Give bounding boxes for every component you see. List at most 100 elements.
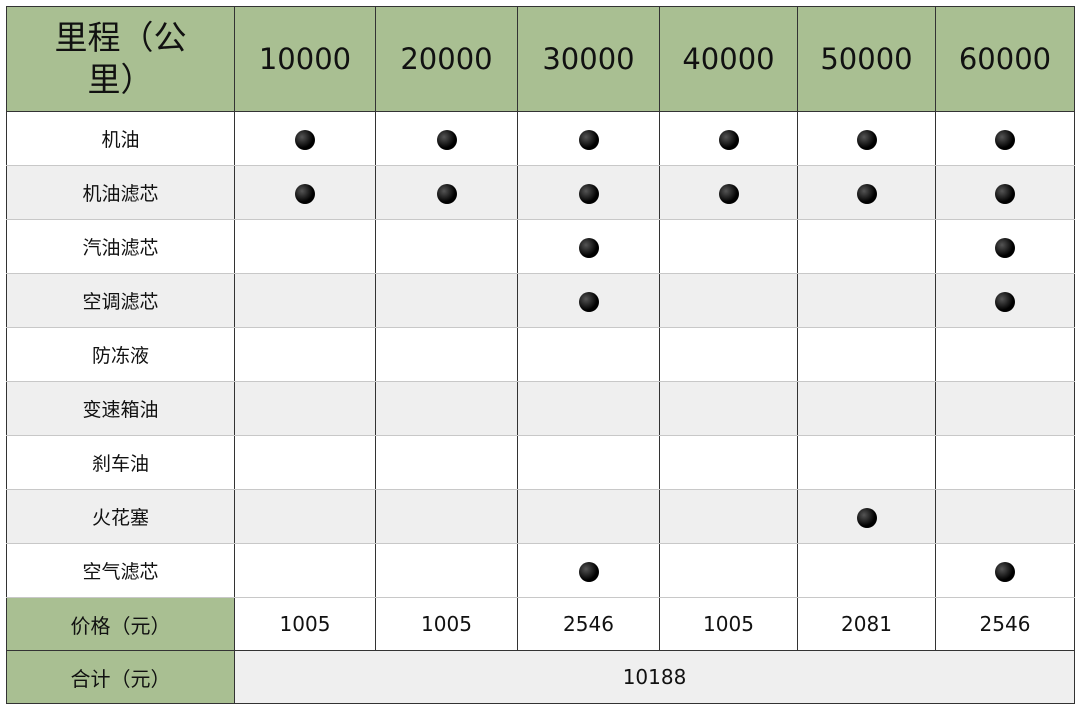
service-cell xyxy=(234,489,376,544)
total-value: 10188 xyxy=(234,650,1075,704)
item-row: 变速箱油 xyxy=(6,381,1075,436)
service-cell xyxy=(517,489,660,544)
service-dot xyxy=(995,238,1015,258)
service-cell xyxy=(517,381,660,436)
item-row: 机油滤芯 xyxy=(6,165,1075,220)
service-cell xyxy=(935,489,1075,544)
item-row: 刹车油 xyxy=(6,435,1075,490)
service-dot xyxy=(995,184,1015,204)
service-cell xyxy=(935,543,1075,598)
service-cell xyxy=(517,165,660,220)
service-cell xyxy=(234,327,376,382)
service-dot xyxy=(578,238,599,258)
service-cell xyxy=(375,165,518,220)
service-dot xyxy=(995,292,1015,312)
item-name: 机油滤芯 xyxy=(6,165,235,220)
service-cell xyxy=(234,381,376,436)
price-value: 1005 xyxy=(659,597,798,651)
service-cell xyxy=(659,111,798,166)
service-cell xyxy=(797,381,936,436)
service-dot xyxy=(856,184,877,204)
service-cell xyxy=(375,327,518,382)
service-dot xyxy=(578,292,599,312)
service-cell xyxy=(375,273,518,328)
service-cell xyxy=(797,543,936,598)
item-row: 防冻液 xyxy=(6,327,1075,382)
price-value: 2546 xyxy=(935,597,1075,651)
mileage: 10000 xyxy=(234,6,376,112)
header-row: 里程（公里） 10000 20000 30000 40000 50000 60000 xyxy=(6,6,1075,112)
service-cell xyxy=(659,543,798,598)
mileage: 30000 xyxy=(517,6,660,112)
service-dot xyxy=(995,562,1015,582)
service-cell xyxy=(375,381,518,436)
service-dot xyxy=(578,562,599,582)
item-name: 空气滤芯 xyxy=(6,543,235,598)
service-cell xyxy=(935,165,1075,220)
item-name: 机油 xyxy=(6,111,235,166)
service-cell xyxy=(797,219,936,274)
service-cell xyxy=(797,435,936,490)
service-cell xyxy=(935,273,1075,328)
service-cell xyxy=(797,489,936,544)
service-dot xyxy=(995,130,1015,150)
price-value: 2081 xyxy=(797,597,936,651)
service-cell xyxy=(375,435,518,490)
service-cell xyxy=(659,435,798,490)
service-cell xyxy=(935,381,1075,436)
service-cell xyxy=(517,219,660,274)
total-label: 合计（元） xyxy=(6,650,235,704)
service-cell xyxy=(375,219,518,274)
service-cell xyxy=(234,273,376,328)
service-dot xyxy=(436,130,457,150)
service-dot xyxy=(295,184,315,204)
service-dot xyxy=(718,130,739,150)
service-cell xyxy=(935,435,1075,490)
service-dot xyxy=(718,184,739,204)
item-name: 变速箱油 xyxy=(6,381,235,436)
service-cell xyxy=(659,219,798,274)
service-cell xyxy=(234,219,376,274)
service-cell xyxy=(797,111,936,166)
service-dot xyxy=(856,130,877,150)
service-cell xyxy=(659,381,798,436)
price-value: 1005 xyxy=(375,597,518,651)
service-cell xyxy=(935,219,1075,274)
item-row: 火花塞 xyxy=(6,489,1075,544)
service-cell xyxy=(517,543,660,598)
service-dot xyxy=(436,184,457,204)
service-cell xyxy=(659,327,798,382)
service-cell xyxy=(797,165,936,220)
service-dot xyxy=(295,130,315,150)
service-cell xyxy=(517,273,660,328)
service-cell xyxy=(797,327,936,382)
mileage: 20000 xyxy=(375,6,518,112)
header-label: 里程（公里） xyxy=(6,6,235,112)
mileage: 40000 xyxy=(659,6,798,112)
service-cell xyxy=(659,273,798,328)
service-cell xyxy=(797,273,936,328)
service-cell xyxy=(659,489,798,544)
item-name: 刹车油 xyxy=(6,435,235,490)
service-dot xyxy=(578,130,599,150)
mileage: 60000 xyxy=(935,6,1075,112)
service-cell xyxy=(517,327,660,382)
maintenance-table: 里程（公里） 10000 20000 30000 40000 50000 60000 机油 机油… xyxy=(6,6,1075,704)
price-value: 2546 xyxy=(517,597,660,651)
service-cell xyxy=(234,543,376,598)
service-cell xyxy=(234,111,376,166)
item-name: 火花塞 xyxy=(6,489,235,544)
item-name: 汽油滤芯 xyxy=(6,219,235,274)
mileage: 50000 xyxy=(797,6,936,112)
service-cell xyxy=(375,543,518,598)
item-row: 空气滤芯 xyxy=(6,543,1075,598)
service-cell xyxy=(935,111,1075,166)
price-row: 价格（元） 1005 1005 2546 1005 2081 2546 xyxy=(6,597,1075,651)
service-cell xyxy=(935,327,1075,382)
service-cell xyxy=(659,165,798,220)
total-row: 合计（元） 10188 xyxy=(6,650,1075,704)
item-row: 空调滤芯 xyxy=(6,273,1075,328)
service-dot xyxy=(578,184,599,204)
item-name: 空调滤芯 xyxy=(6,273,235,328)
